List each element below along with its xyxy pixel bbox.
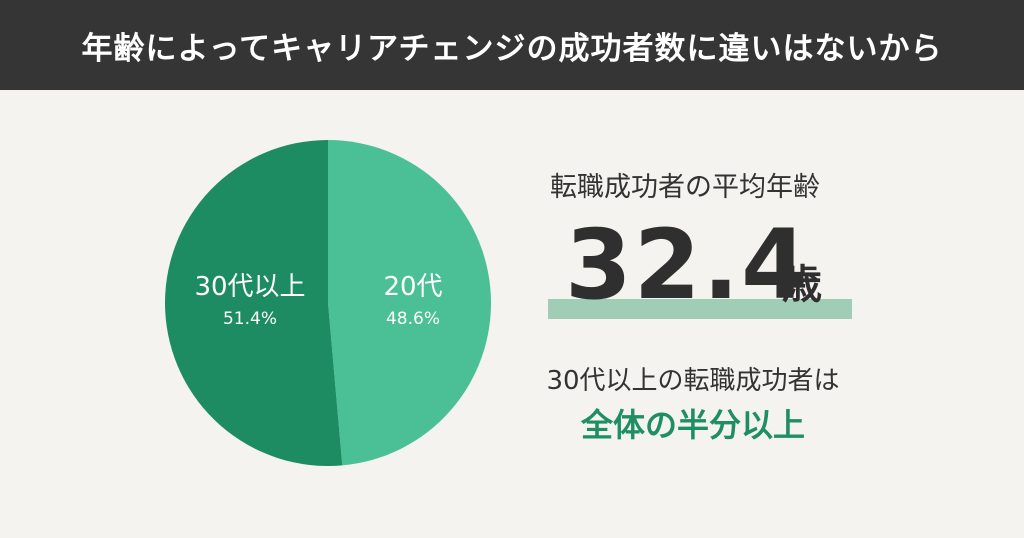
- average-age-value: 32.4: [565, 209, 810, 321]
- page-title: 年齢によってキャリアチェンジの成功者数に違いはないから: [81, 30, 943, 67]
- note-line-2: 全体の半分以上: [580, 406, 805, 444]
- pie-slice-30s: [165, 140, 343, 466]
- pie-slice-20s: [328, 140, 491, 466]
- slice-percent-20s: 48.6%: [385, 309, 440, 329]
- average-age-unit: 歳: [782, 262, 822, 308]
- slice-label-20s: 20代 48.6%: [358, 271, 468, 331]
- header-banner: 年齢によってキャリアチェンジの成功者数に違いはないから: [0, 0, 1024, 90]
- slice-name-30s: 30代以上: [194, 272, 306, 302]
- pie-chart: [165, 140, 491, 466]
- average-age-highlight: [548, 299, 852, 319]
- pie-chart-svg: [165, 140, 491, 466]
- slice-label-30s: 30代以上 51.4%: [190, 271, 310, 331]
- average-age-heading: 転職成功者の平均年齢: [550, 172, 820, 203]
- slice-name-20s: 20代: [383, 272, 443, 302]
- note-line-1: 30代以上の転職成功者は: [546, 366, 840, 396]
- slice-percent-30s: 51.4%: [222, 309, 277, 329]
